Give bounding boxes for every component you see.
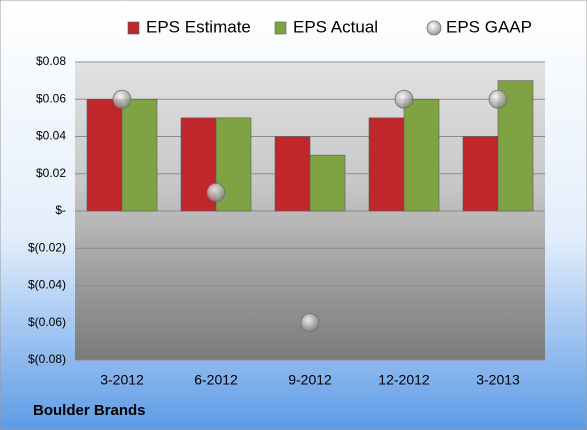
- footer: Boulder Brands: [33, 402, 146, 419]
- bar: [462, 136, 499, 212]
- bar: [309, 154, 346, 212]
- x-tick-label: 3-2012: [100, 372, 144, 388]
- y-tick-label: $(0.04): [28, 278, 66, 292]
- y-tick-label: $(0.02): [28, 240, 66, 254]
- bar: [403, 98, 440, 212]
- gaap-marker: [112, 89, 132, 109]
- x-tick-label: 9-2012: [288, 372, 332, 388]
- bar: [121, 98, 158, 212]
- y-tick-label: $0.02: [36, 166, 66, 180]
- legend-label: EPS Actual: [293, 17, 378, 36]
- y-tick-label: $0.06: [36, 91, 66, 105]
- gaap-marker: [394, 89, 414, 109]
- y-tick-label: $-: [55, 203, 66, 217]
- y-tick-label: $(0.08): [28, 352, 66, 366]
- legend-swatch: [274, 21, 287, 35]
- legend-swatch: [127, 21, 140, 35]
- bar: [368, 117, 405, 212]
- y-tick-label: $0.04: [36, 129, 66, 143]
- bar: [86, 98, 123, 212]
- legend-label: EPS Estimate: [146, 17, 251, 36]
- x-tick-label: 6-2012: [194, 372, 238, 388]
- y-tick-label: $0.08: [36, 54, 66, 68]
- x-tick-label: 3-2013: [476, 372, 520, 388]
- gaap-marker: [488, 89, 508, 109]
- bar: [274, 136, 311, 212]
- x-tick-label: 12-2012: [378, 372, 430, 388]
- gaap-marker: [300, 313, 320, 333]
- y-tick-label: $(0.06): [28, 315, 66, 329]
- legend-label: EPS GAAP: [446, 17, 532, 36]
- legend-swatch: [426, 20, 442, 36]
- gaap-marker: [206, 182, 226, 202]
